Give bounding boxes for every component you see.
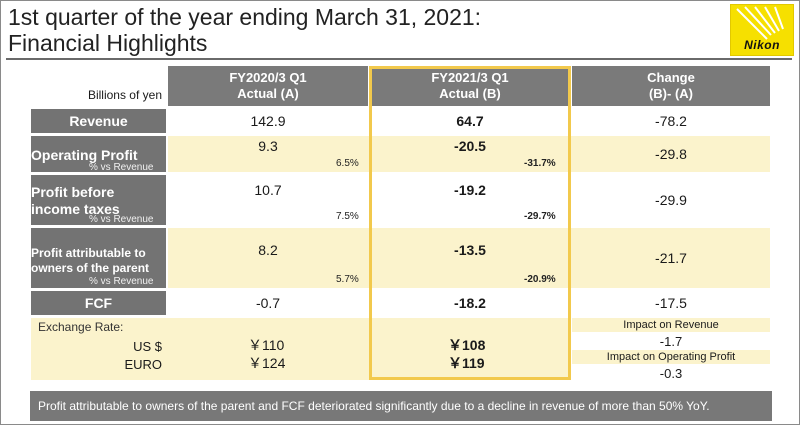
footer-note: Profit attributable to owners of the par… bbox=[30, 391, 772, 421]
operating-profit-b: -20.5 bbox=[454, 138, 486, 154]
title-line-1: 1st quarter of the year ending March 31,… bbox=[8, 4, 482, 30]
slide-title: 1st quarter of the year ending March 31,… bbox=[8, 4, 481, 56]
col-b-subtitle: Actual (B) bbox=[439, 86, 501, 101]
profit-before-tax-change: -29.9 bbox=[655, 192, 687, 208]
profit-owners-sub: % vs Revenue bbox=[89, 276, 154, 287]
col-b-title: FY2021/3 Q1 bbox=[431, 70, 509, 85]
operating-profit-label: Operating Profit bbox=[31, 147, 138, 163]
usd-label: US $ bbox=[133, 339, 162, 354]
row-label-profit-owners: Profit attributable to owners of the par… bbox=[31, 228, 166, 288]
profit-before-tax-sub: % vs Revenue bbox=[89, 214, 154, 225]
fcf-a: -0.7 bbox=[255, 295, 281, 311]
operating-profit-sub: % vs Revenue bbox=[89, 162, 154, 173]
col-c-title: Change bbox=[647, 70, 695, 85]
exchange-band bbox=[31, 318, 570, 380]
revenue-b: 64.7 bbox=[456, 113, 484, 129]
operating-profit-a-pct: 6.5% bbox=[336, 158, 359, 169]
profit-owners-a-pct: 5.7% bbox=[336, 274, 359, 285]
column-header-fy2021: FY2021/3 Q1 Actual (B) bbox=[372, 66, 568, 106]
row-label-profit-before-tax: Profit before income taxes % vs Revenue bbox=[31, 175, 166, 225]
logo-rays-icon bbox=[736, 6, 784, 40]
operating-profit-band bbox=[168, 136, 770, 172]
profit-owners-b-pct: -20.9% bbox=[524, 274, 556, 285]
column-header-fy2020: FY2020/3 Q1 Actual (A) bbox=[168, 66, 368, 106]
profit-before-tax-b: -19.2 bbox=[454, 182, 486, 198]
col-c-subtitle: (B)- (A) bbox=[648, 86, 694, 101]
title-line-2: Financial Highlights bbox=[8, 30, 208, 56]
fcf-change: -17.5 bbox=[655, 295, 687, 311]
profit-owners-change: -21.7 bbox=[655, 250, 687, 266]
units-label: Billions of yen bbox=[87, 88, 162, 102]
fcf-b: -18.2 bbox=[454, 295, 486, 311]
logo-text: Nikon bbox=[744, 38, 780, 52]
profit-before-tax-b-pct: -29.7% bbox=[524, 211, 556, 222]
column-header-change: Change (B)- (A) bbox=[572, 66, 770, 106]
profit-before-tax-label-1: Profit before bbox=[31, 184, 115, 200]
operating-profit-a: 9.3 bbox=[258, 138, 278, 154]
impact-operating-profit-value: -0.3 bbox=[659, 365, 683, 381]
profit-owners-label-1: Profit attributable to bbox=[31, 246, 146, 260]
exchange-rate-label: Exchange Rate: bbox=[38, 320, 124, 334]
nikon-logo: Nikon bbox=[730, 4, 794, 56]
row-label-fcf: FCF bbox=[31, 291, 166, 315]
operating-profit-change: -29.8 bbox=[655, 146, 687, 162]
row-label-operating-profit: Operating Profit % vs Revenue bbox=[31, 136, 166, 173]
title-divider bbox=[6, 58, 792, 60]
usd-rate-b: ￥108 bbox=[448, 337, 486, 353]
profit-before-tax-label-2: income taxes bbox=[31, 201, 120, 217]
profit-before-tax-a: 10.7 bbox=[254, 182, 282, 198]
col-a-title: FY2020/3 Q1 bbox=[229, 70, 307, 85]
euro-rate-b: ￥119 bbox=[448, 355, 485, 371]
profit-owners-b: -13.5 bbox=[454, 242, 486, 258]
operating-profit-b-pct: -31.7% bbox=[524, 158, 556, 169]
impact-operating-profit-label: Impact on Operating Profit bbox=[572, 350, 770, 364]
impact-revenue-value: -1.7 bbox=[659, 333, 683, 349]
euro-rate-a: ￥124 bbox=[248, 355, 286, 371]
profit-owners-band bbox=[168, 228, 770, 288]
usd-rate-a: ￥110 bbox=[248, 337, 285, 353]
euro-label: EURO bbox=[124, 357, 162, 372]
revenue-change: -78.2 bbox=[655, 113, 687, 129]
profit-owners-label-2: owners of the parent bbox=[31, 261, 150, 275]
profit-owners-a: 8.2 bbox=[258, 242, 278, 258]
profit-before-tax-a-pct: 7.5% bbox=[336, 211, 359, 222]
col-a-subtitle: Actual (A) bbox=[237, 86, 299, 101]
revenue-a: 142.9 bbox=[250, 113, 286, 129]
impact-revenue-label: Impact on Revenue bbox=[572, 318, 770, 332]
row-label-revenue: Revenue bbox=[31, 109, 166, 133]
